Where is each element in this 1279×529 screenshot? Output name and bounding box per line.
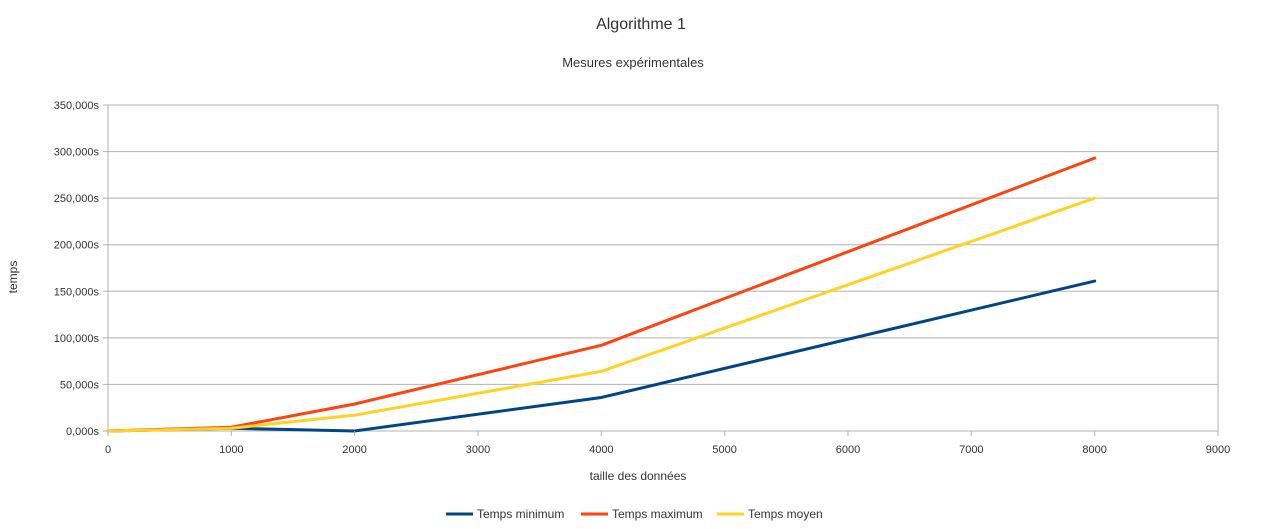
- legend-label: Temps maximum: [612, 507, 703, 521]
- x-tick-label: 5000: [712, 444, 736, 456]
- x-tick-label: 4000: [589, 444, 613, 456]
- chart-subtitle: Mesures expérimentales: [562, 55, 704, 70]
- x-tick-label: 8000: [1082, 444, 1106, 456]
- series-line: [106, 196, 1097, 433]
- x-tick-label: 1000: [219, 444, 243, 456]
- x-tick-label: 2000: [342, 444, 366, 456]
- y-axis-ticks: 0,000s 50,000s 100,000s 150,000s 200,000s 250…: [54, 100, 108, 438]
- y-tick-label: 150,000s: [54, 286, 100, 298]
- y-tick-label: 0,000s: [66, 426, 100, 438]
- legend-label: Temps moyen: [748, 507, 823, 521]
- chart-title: Algorithme 1: [596, 16, 686, 33]
- x-tick-label: 0: [105, 444, 111, 456]
- x-tick-label: 3000: [466, 444, 490, 456]
- legend: Temps minimum Temps maximum Temps moyen: [446, 507, 823, 521]
- x-axis-ticks: 0 1000 2000 3000 4000 5000 6000 7000 8000 9000: [105, 431, 1230, 456]
- y-tick-label: 100,000s: [54, 333, 100, 345]
- x-axis-label: taille des données: [590, 469, 687, 483]
- x-tick-label: 7000: [959, 444, 983, 456]
- legend-label: Temps minimum: [477, 507, 564, 521]
- series-line: [106, 156, 1097, 433]
- series-line: [106, 279, 1097, 433]
- y-tick-label: 350,000s: [54, 100, 100, 112]
- plot-area-border: [107, 104, 1219, 432]
- x-tick-label: 9000: [1206, 444, 1230, 456]
- gridlines: [108, 104, 1218, 432]
- y-tick-label: 250,000s: [54, 193, 100, 205]
- y-tick-label: 300,000s: [54, 147, 100, 159]
- y-axis-label: temps: [6, 261, 20, 294]
- y-tick-label: 200,000s: [54, 240, 100, 252]
- y-tick-label: 50,000s: [60, 379, 100, 391]
- x-tick-label: 6000: [836, 444, 860, 456]
- series-lines: [106, 156, 1097, 433]
